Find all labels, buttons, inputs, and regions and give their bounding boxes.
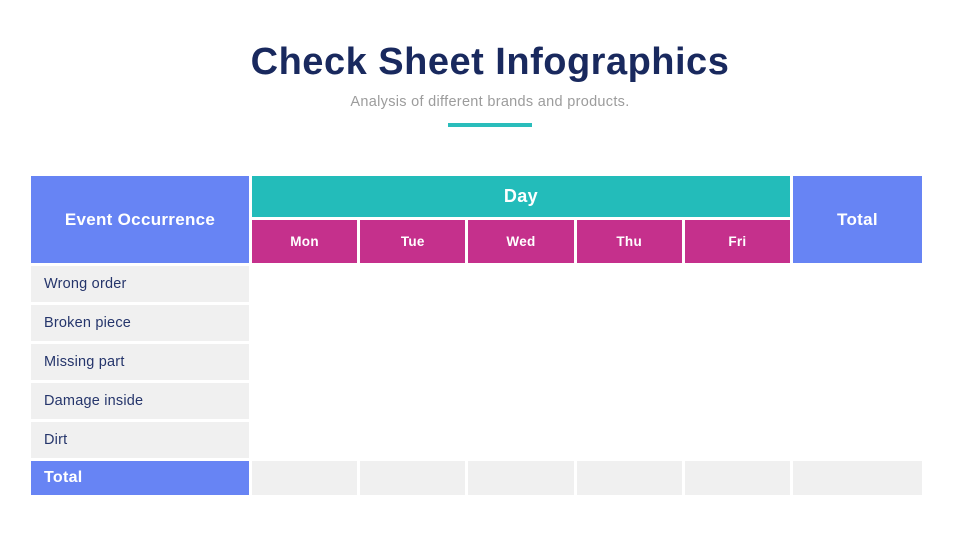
row-label-broken-piece: Broken piece xyxy=(31,305,249,341)
column-header-mon: Mon xyxy=(252,220,358,263)
data-cell xyxy=(684,344,790,380)
row-total-cell xyxy=(792,266,922,302)
data-cell xyxy=(468,266,574,302)
data-cell xyxy=(468,344,574,380)
data-cell xyxy=(360,344,466,380)
total-row-label: Total xyxy=(31,461,249,495)
row-total-cell xyxy=(792,305,922,341)
total-cell-fri xyxy=(684,461,790,495)
data-cell xyxy=(468,305,574,341)
data-cell xyxy=(252,422,358,458)
total-cell-mon xyxy=(252,461,358,495)
row-total-cell xyxy=(792,383,922,419)
data-cell xyxy=(576,383,682,419)
row-label-wrong-order: Wrong order xyxy=(31,266,249,302)
column-header-fri: Fri xyxy=(684,220,790,263)
row-label-missing-part: Missing part xyxy=(31,344,249,380)
total-cell-thu xyxy=(576,461,682,495)
data-cell xyxy=(252,383,358,419)
data-cell xyxy=(684,422,790,458)
page-title: Check Sheet Infographics xyxy=(250,41,730,83)
row-total-cell xyxy=(792,422,922,458)
data-cell xyxy=(684,383,790,419)
data-cell xyxy=(576,344,682,380)
data-cell xyxy=(684,305,790,341)
data-cell xyxy=(576,266,682,302)
data-cell xyxy=(576,422,682,458)
data-cell xyxy=(684,266,790,302)
data-cell xyxy=(252,344,358,380)
data-cell xyxy=(576,305,682,341)
accent-underline xyxy=(448,122,532,127)
corner-header-event-occurrence: Event Occurrence xyxy=(31,176,249,263)
row-label-damage-inside: Damage inside xyxy=(31,383,249,419)
data-cell xyxy=(360,305,466,341)
total-cell-wed xyxy=(468,461,574,495)
group-header-day: Day xyxy=(252,176,790,217)
column-header-tue: Tue xyxy=(360,220,466,263)
row-label-dirt: Dirt xyxy=(31,422,249,458)
check-sheet-table: Event Occurrence Day Total Mon Tue Wed T… xyxy=(31,176,922,495)
page-subtitle: Analysis of different brands and product… xyxy=(350,93,630,110)
data-cell xyxy=(468,422,574,458)
data-cell xyxy=(360,266,466,302)
data-cell xyxy=(252,266,358,302)
column-header-total: Total xyxy=(792,176,922,263)
column-header-thu: Thu xyxy=(576,220,682,263)
data-cell xyxy=(252,305,358,341)
grand-total-cell xyxy=(792,461,922,495)
slide-header: Check Sheet Infographics Analysis of dif… xyxy=(0,0,980,127)
data-cell xyxy=(360,422,466,458)
data-cell xyxy=(360,383,466,419)
column-header-wed: Wed xyxy=(468,220,574,263)
data-cell xyxy=(468,383,574,419)
row-total-cell xyxy=(792,344,922,380)
total-cell-tue xyxy=(360,461,466,495)
